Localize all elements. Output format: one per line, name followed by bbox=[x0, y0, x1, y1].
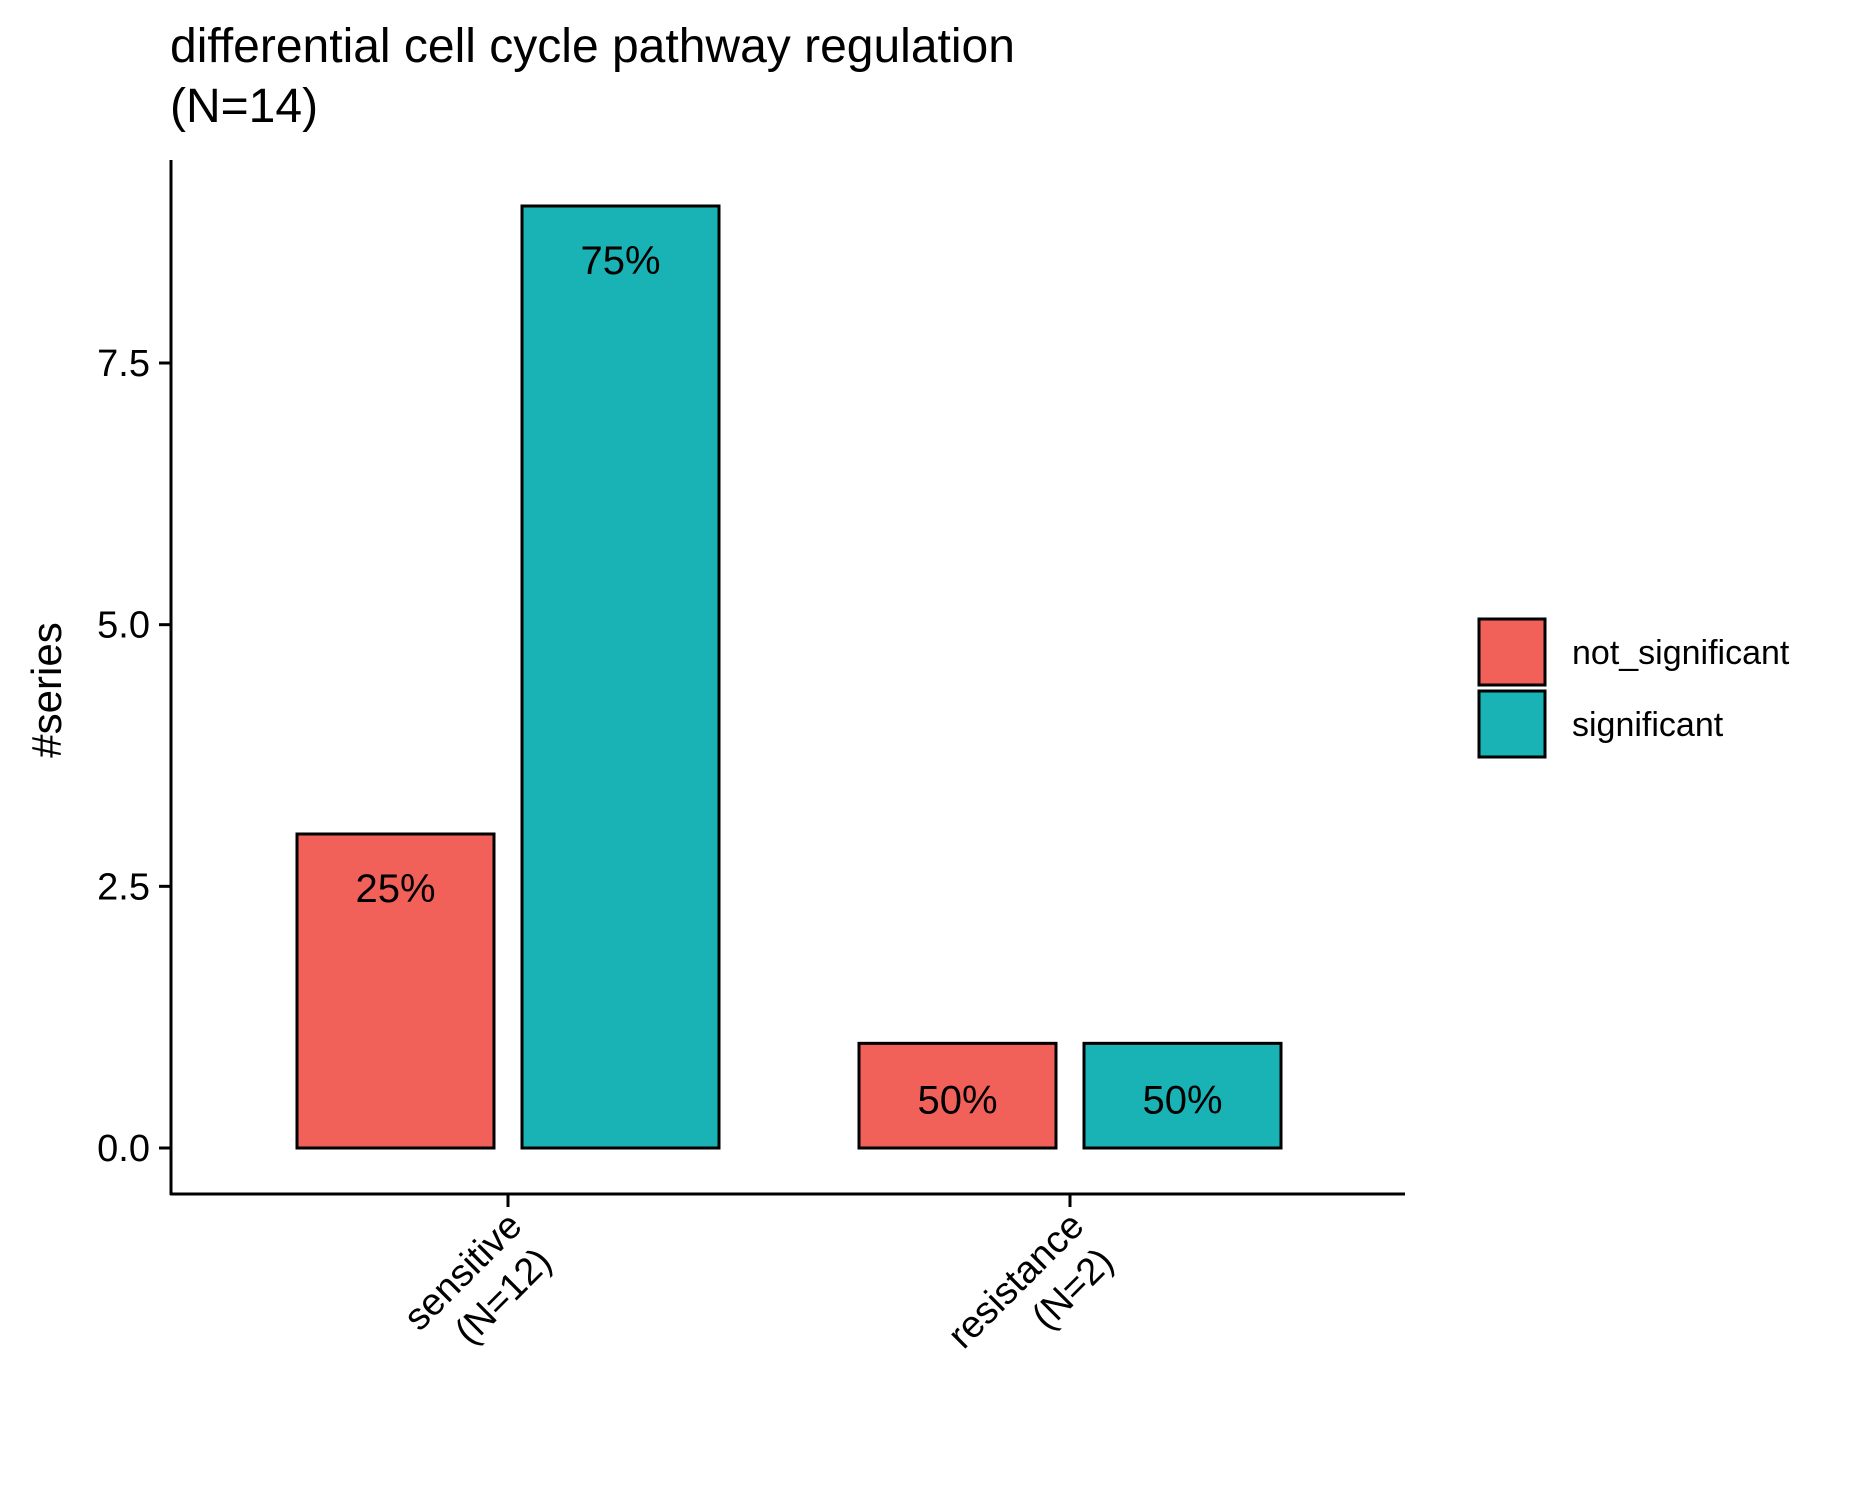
legend-label: significant bbox=[1572, 706, 1724, 744]
y-tick-label: 5.0 bbox=[97, 605, 150, 647]
x-tick-label-resistance: resistance(N=2) bbox=[940, 1205, 1122, 1357]
plot-area: 25% 75% 50% 50% bbox=[295, 204, 1283, 1150]
bar-significant-sensitive bbox=[520, 204, 721, 1150]
legend: not_significant significant bbox=[1477, 617, 1790, 759]
chart-title: differential cell cycle pathway regulati… bbox=[170, 20, 1015, 73]
legend-label: not_significant bbox=[1572, 634, 1790, 672]
x-tick-label-sensitive: sensitive(N=12) bbox=[396, 1205, 560, 1353]
bar-value-label: 50% bbox=[1142, 1078, 1222, 1122]
y-axis-title: #series bbox=[23, 622, 70, 757]
y-tick-label: 0.0 bbox=[97, 1128, 150, 1170]
bar-value-label: 75% bbox=[580, 239, 660, 283]
y-axis-ticks: 0.0 2.5 5.0 7.5 bbox=[97, 343, 171, 1170]
y-tick-label: 2.5 bbox=[97, 866, 150, 908]
legend-swatch-not_significant bbox=[1477, 617, 1547, 687]
x-axis-ticks: sensitive(N=12) resistance(N=2) bbox=[396, 1194, 1122, 1357]
legend-swatch-significant bbox=[1477, 689, 1547, 759]
bar-not_significant-sensitive bbox=[295, 832, 496, 1150]
bar-value-label: 25% bbox=[355, 867, 435, 911]
bar-value-label: 50% bbox=[917, 1078, 997, 1122]
bar-significant-resistance bbox=[1082, 1041, 1283, 1150]
chart-subtitle: (N=14) bbox=[170, 80, 318, 133]
bar-not_significant-resistance bbox=[857, 1041, 1058, 1150]
y-tick-label: 7.5 bbox=[97, 343, 150, 385]
